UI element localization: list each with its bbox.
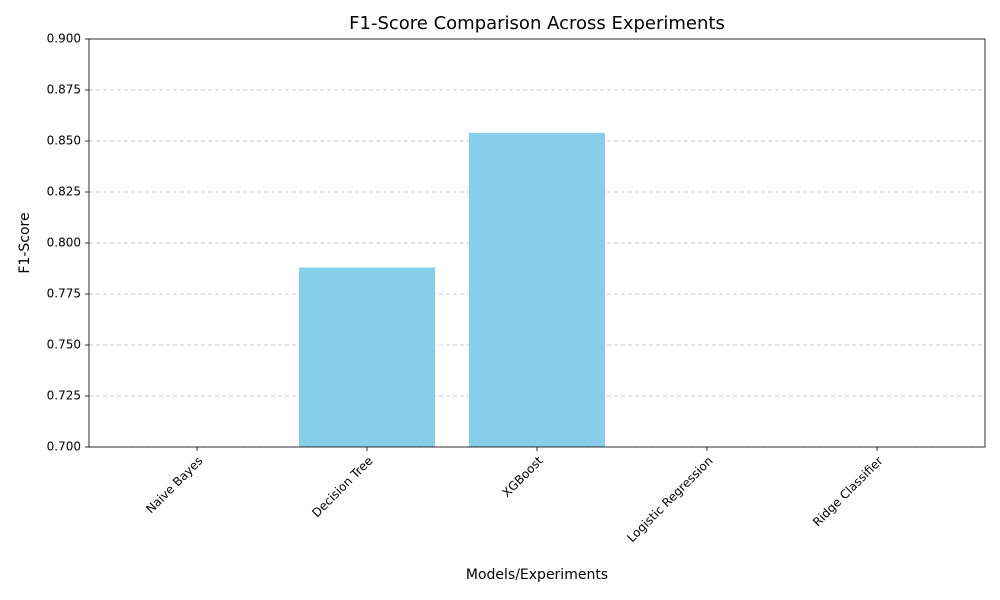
x-tick-label: Ridge Classifier bbox=[810, 454, 886, 530]
x-axis-label: Models/Experiments bbox=[466, 567, 608, 583]
y-tick-label: 0.775 bbox=[47, 287, 81, 301]
y-tick-label: 0.875 bbox=[47, 83, 81, 97]
y-tick-label: 0.825 bbox=[47, 185, 81, 199]
x-tick-label: Naive Bayes bbox=[143, 454, 205, 516]
y-tick-label: 0.800 bbox=[47, 236, 81, 250]
bar-layer bbox=[299, 132, 605, 447]
y-tick-label: 0.725 bbox=[47, 389, 81, 403]
y-axis-label: F1-Score bbox=[17, 212, 33, 273]
x-tick-label: Decision Tree bbox=[309, 454, 375, 520]
chart-title: F1-Score Comparison Across Experiments bbox=[349, 13, 725, 34]
y-tick-label: 0.700 bbox=[47, 440, 81, 454]
y-tick-label: 0.900 bbox=[47, 32, 81, 46]
y-tick-label: 0.850 bbox=[47, 134, 81, 148]
bar bbox=[469, 132, 605, 447]
x-tick-label: Logistic Regression bbox=[624, 454, 715, 545]
bar bbox=[299, 267, 435, 447]
x-tick-label: XGBoost bbox=[499, 453, 545, 499]
y-tick-label: 0.750 bbox=[47, 338, 81, 352]
